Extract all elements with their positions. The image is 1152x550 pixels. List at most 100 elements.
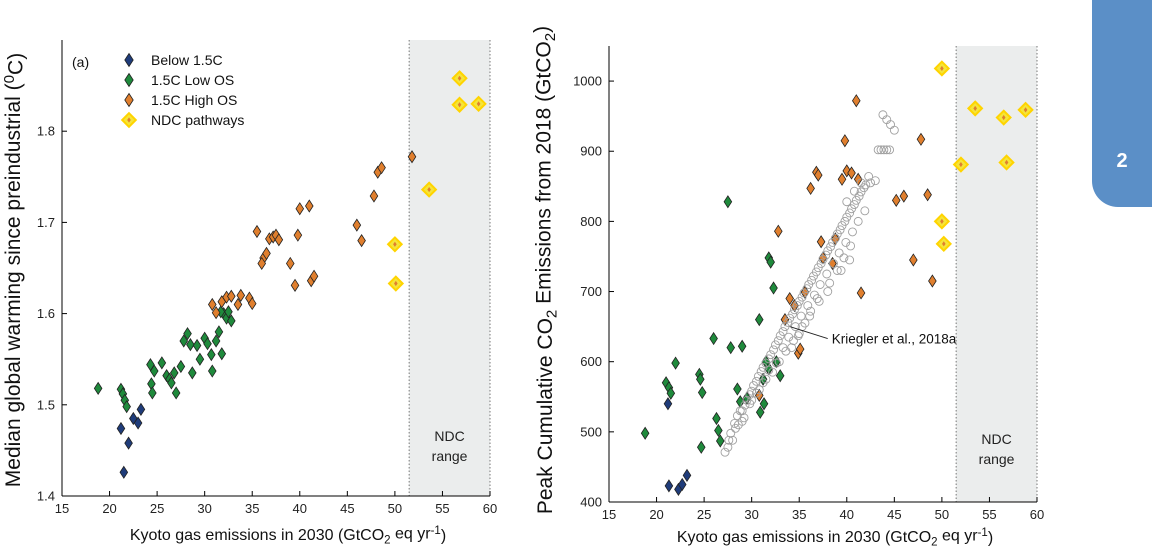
point-kriegler	[789, 336, 798, 346]
point-1-5c-high-os	[785, 291, 794, 306]
point-1-5c-low-os	[754, 312, 764, 327]
point-kriegler	[726, 428, 736, 438]
x-tick-label: 25	[150, 501, 164, 516]
x-tick-label: 35	[792, 507, 806, 522]
point-1-5c-high-os	[207, 297, 217, 312]
point-1-5c-low-os	[714, 423, 723, 438]
point-kriegler	[836, 266, 846, 275]
x-tick-label: 45	[340, 501, 354, 516]
panel-right: NDC range 15 20 25 30 35 40 45 50 55 60 400 500 600 700…	[530, 26, 1044, 549]
point-1-5c-high-os	[916, 132, 926, 146]
point-kriegler	[823, 287, 833, 296]
point-kriegler	[754, 385, 764, 395]
point-kriegler	[805, 311, 815, 321]
point-ndc-pathways-core	[457, 75, 462, 81]
point-kriegler	[834, 248, 844, 258]
point-1-5c-low-os	[755, 405, 765, 419]
point-kriegler	[773, 336, 783, 346]
point-1-5c-high-os	[774, 224, 783, 238]
y-tick-label: 1000	[573, 74, 602, 89]
point-1-5c-high-os	[754, 388, 764, 402]
point-below-1-5c	[119, 465, 129, 479]
point-1-5c-high-os	[852, 94, 861, 108]
point-1-5c-high-os	[813, 168, 823, 182]
point-1-5c-high-os	[227, 289, 236, 303]
point-kriegler	[740, 400, 750, 410]
point-kriegler	[846, 241, 856, 251]
point-1-5c-low-os	[696, 440, 706, 454]
x-tick-label: 60	[483, 501, 497, 516]
point-kriegler	[788, 309, 798, 319]
point-kriegler	[845, 208, 855, 218]
point-kriegler	[769, 345, 778, 355]
point-kriegler	[807, 275, 817, 285]
point-kriegler	[797, 292, 807, 302]
point-1-5c-low-os	[759, 397, 769, 411]
point-kriegler	[733, 420, 743, 430]
y-tick-label: 1.7	[37, 215, 55, 230]
legend-label-below-1-5c: Below 1.5C	[151, 52, 223, 68]
point-1-5c-low-os	[217, 347, 227, 361]
point-kriegler	[728, 435, 738, 445]
ndc-range-label-2: range	[979, 451, 1015, 467]
point-kriegler	[832, 266, 842, 275]
point-1-5c-low-os	[211, 334, 221, 348]
point-kriegler	[764, 354, 774, 364]
point-kriegler	[839, 253, 849, 263]
point-kriegler	[753, 371, 763, 381]
point-1-5c-high-os	[274, 233, 284, 247]
point-1-5c-high-os	[257, 256, 267, 271]
point-kriegler	[815, 280, 825, 289]
ndc-range-label-1: NDC	[981, 431, 1011, 447]
x-tick-label: 40	[840, 507, 854, 522]
point-1-5c-high-os	[295, 202, 305, 216]
point-1-5c-low-os	[207, 364, 217, 378]
point-below-1-5c	[116, 421, 126, 436]
point-1-5c-low-os	[169, 366, 179, 380]
y-tick-label: 400	[580, 495, 602, 510]
point-1-5c-high-os	[806, 181, 815, 196]
point-1-5c-low-os	[148, 386, 157, 400]
point-kriegler	[793, 331, 803, 341]
point-kriegler	[864, 172, 874, 181]
point-1-5c-low-os	[192, 338, 202, 353]
point-1-5c-low-os	[733, 382, 742, 396]
point-kriegler	[879, 145, 889, 155]
point-1-5c-low-os	[737, 339, 747, 353]
point-kriegler	[849, 200, 859, 209]
point-ndc-pathways-core	[940, 218, 944, 224]
point-1-5c-high-os	[407, 150, 417, 164]
point-kriegler	[870, 176, 880, 186]
point-1-5c-high-os	[262, 246, 271, 261]
point-kriegler	[732, 411, 742, 421]
point-1-5c-high-os	[909, 253, 918, 267]
point-1-5c-low-os	[188, 366, 197, 380]
point-1-5c-high-os	[352, 218, 362, 232]
point-kriegler	[825, 278, 835, 288]
point-kriegler	[778, 327, 788, 336]
point-1-5c-high-os	[923, 188, 932, 202]
ndc-range-band	[409, 40, 490, 496]
annotation-leader	[789, 326, 828, 340]
point-kriegler	[873, 145, 883, 155]
chapter-tab-label: 2	[1116, 150, 1128, 172]
point-kriegler	[826, 242, 836, 252]
point-1-5c-high-os	[252, 224, 262, 239]
point-kriegler	[796, 311, 806, 321]
point-1-5c-low-os	[183, 327, 192, 341]
point-1-5c-high-os	[891, 193, 901, 207]
x-tick-label: 45	[887, 507, 901, 522]
point-below-1-5c	[136, 402, 146, 416]
y-tick-label: 600	[580, 354, 602, 369]
point-kriegler	[778, 343, 788, 353]
point-kriegler	[739, 413, 749, 423]
point-1-5c-high-os	[357, 234, 366, 248]
point-1-5c-low-os	[712, 411, 721, 426]
point-kriegler	[723, 442, 733, 452]
point-1-5c-low-os	[709, 331, 718, 346]
x-tick-label: 55	[435, 501, 449, 516]
legend-marker-below-1-5c	[124, 52, 134, 68]
point-kriegler	[842, 197, 852, 207]
point-ndc-pathways-core	[1004, 159, 1009, 166]
point-ndc-pathways-core	[940, 65, 944, 72]
